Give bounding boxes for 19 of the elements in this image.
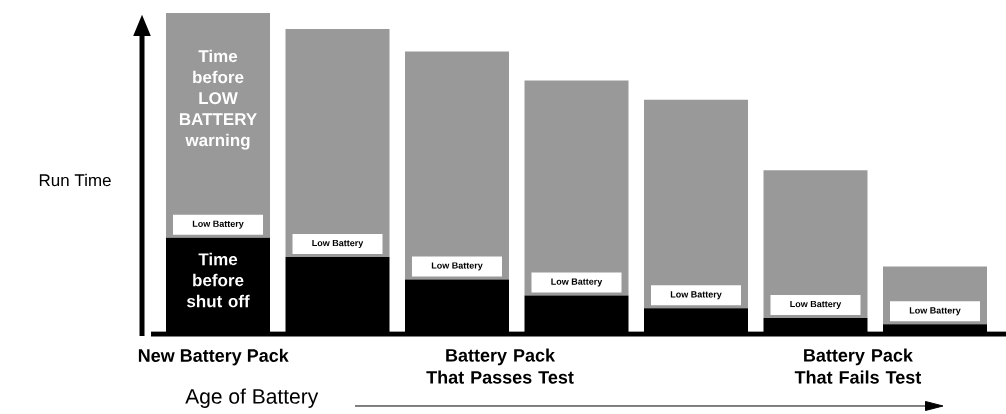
annotation: Time before shut off (186, 252, 250, 308)
bar (166, 12, 271, 238)
annotation: Low Battery (192, 220, 244, 229)
annotation: Time before LOW BATTERY warning (179, 49, 257, 150)
x-axis-title: Age of Battery (185, 388, 319, 408)
annotation: Low Battery (909, 307, 961, 316)
annotation: Low Battery (431, 262, 483, 271)
text: Battery Pack That Passes Test (426, 348, 574, 384)
annotation: Low Battery (670, 291, 722, 300)
bar (524, 80, 629, 296)
annotation: Low Battery (312, 239, 364, 248)
bar (405, 51, 510, 280)
text: New Battery Pack (138, 348, 289, 366)
bar (644, 99, 748, 309)
annotation: Low Battery (790, 300, 842, 309)
bar (285, 29, 390, 257)
y-axis-title: Run Time (39, 173, 111, 187)
annotation: Low Battery (551, 278, 603, 287)
text: Battery Pack That Fails Test (794, 348, 922, 384)
